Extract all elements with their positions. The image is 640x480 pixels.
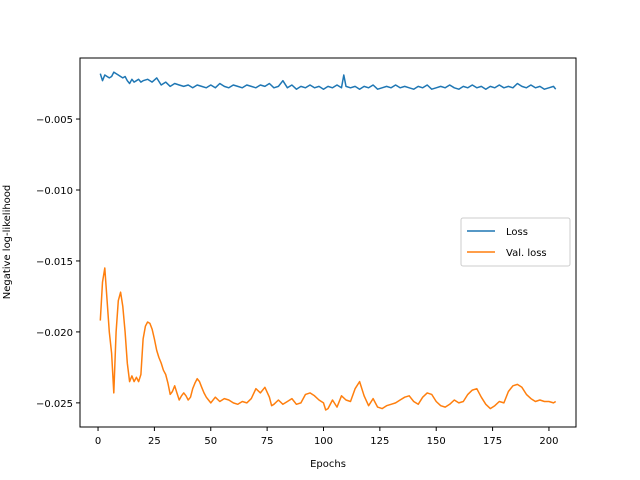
y-tick-label: −0.025 bbox=[36, 399, 73, 410]
x-tick-label: 100 bbox=[314, 436, 333, 447]
legend-box bbox=[460, 217, 571, 267]
plot-lines bbox=[99, 71, 557, 411]
x-tick-label: 0 bbox=[95, 436, 101, 447]
y-tick-label: −0.005 bbox=[36, 115, 73, 126]
legend: Loss Val. loss bbox=[460, 217, 571, 267]
y-axis: −0.005 −0.010 −0.015 −0.020 −0.025 bbox=[36, 115, 80, 410]
y-axis-label: Negative log-likelihood bbox=[2, 185, 13, 300]
x-tick-label: 125 bbox=[370, 436, 389, 447]
x-tick-label: 25 bbox=[148, 436, 161, 447]
legend-label-val-loss: Val. loss bbox=[506, 248, 547, 259]
y-tick-label: −0.020 bbox=[36, 328, 73, 339]
x-tick-label: 150 bbox=[427, 436, 446, 447]
legend-label-loss: Loss bbox=[506, 227, 528, 238]
x-tick-label: 175 bbox=[483, 436, 502, 447]
plot-frame bbox=[79, 57, 577, 428]
x-tick-label: 50 bbox=[204, 436, 217, 447]
y-tick-label: −0.015 bbox=[36, 257, 73, 268]
x-axis: 0 25 50 75 100 125 150 175 200 bbox=[95, 427, 558, 447]
x-tick-label: 75 bbox=[261, 436, 274, 447]
y-tick-label: −0.010 bbox=[36, 186, 73, 197]
series-line-loss bbox=[99, 71, 557, 90]
x-axis-label: Epochs bbox=[310, 459, 346, 470]
series-line-val-loss bbox=[99, 267, 557, 411]
x-tick-label: 200 bbox=[539, 436, 558, 447]
